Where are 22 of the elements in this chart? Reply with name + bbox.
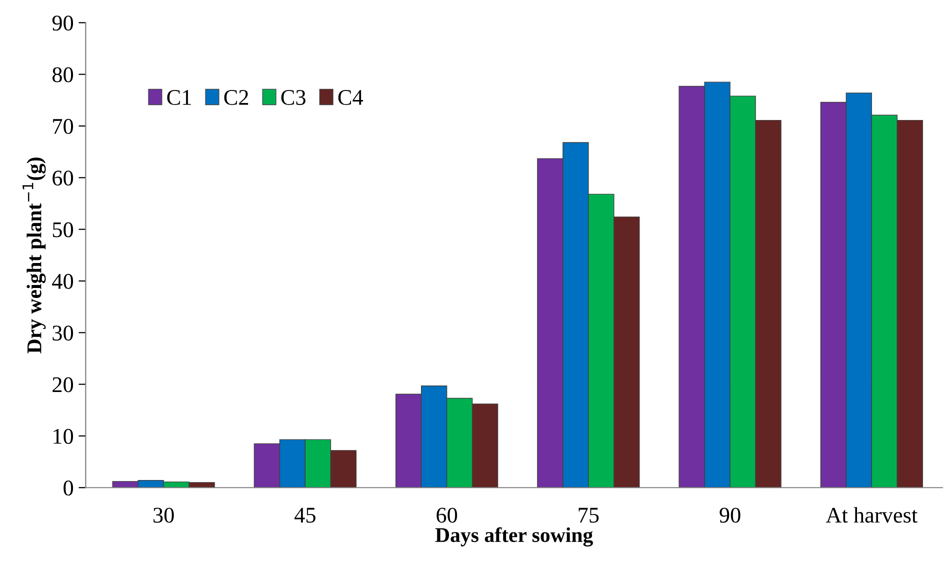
y-tick-label: 0 bbox=[64, 480, 74, 496]
legend-label: C1 bbox=[167, 90, 191, 105]
y-tick-label: 70 bbox=[53, 118, 74, 134]
y-tick-label: 50 bbox=[52, 222, 74, 238]
x-tick-label: 30 bbox=[154, 508, 174, 523]
y-tick-label: 20 bbox=[52, 377, 74, 392]
y-tick-label: 40 bbox=[52, 274, 74, 289]
x-tick-label: 90 bbox=[720, 508, 740, 523]
x-tick-label: 45 bbox=[294, 508, 316, 523]
y-tick-label: 60 bbox=[52, 170, 74, 186]
x-tick-label: 60 bbox=[436, 508, 458, 523]
x-tick-label: At harvest bbox=[826, 507, 918, 523]
y-axis-title: Dry weight plant$^{−1}$(g) bbox=[22, 158, 46, 354]
legend-label: C2 bbox=[224, 90, 248, 105]
y-tick-label: 10 bbox=[54, 428, 74, 444]
y-tick-label: 90 bbox=[52, 16, 74, 31]
x-axis-title: Days after sowing bbox=[435, 527, 593, 546]
y-tick-label: 80 bbox=[52, 67, 74, 82]
legend-label: C3 bbox=[281, 90, 306, 105]
y-tick-label: 30 bbox=[52, 326, 74, 341]
x-tick-label: 75 bbox=[578, 508, 599, 523]
legend-label: C4 bbox=[338, 90, 364, 105]
